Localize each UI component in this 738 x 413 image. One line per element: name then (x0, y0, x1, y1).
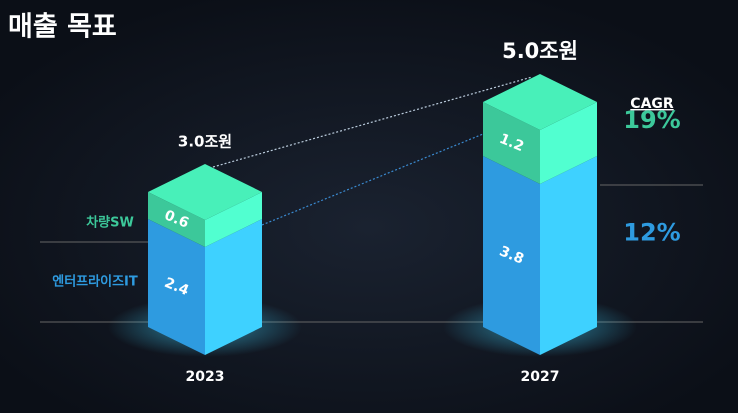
bar-right (205, 192, 262, 247)
legend-label: 엔터프라이즈IT (52, 274, 138, 290)
bar-left (148, 219, 205, 355)
cagr-title: CAGR (630, 96, 674, 112)
total-label: 3.0조원 (178, 133, 232, 151)
legend-label: 차량SW (86, 215, 134, 231)
connector (212, 76, 533, 168)
cagr-value: 19% (623, 106, 680, 134)
cagr-value: 12% (623, 219, 680, 247)
x-tick-label: 2027 (521, 369, 560, 385)
x-tick-label: 2023 (186, 369, 225, 385)
chart-title: 매출 목표 (8, 12, 117, 43)
bar-left (148, 192, 205, 247)
bar-top (483, 74, 597, 130)
bar-right (540, 102, 597, 184)
bar-left (483, 102, 540, 184)
bar-top (148, 164, 262, 220)
bar-left (483, 156, 540, 355)
bar-right (205, 219, 262, 355)
total-label: 5.0조원 (502, 39, 578, 63)
bar-right (540, 156, 597, 355)
